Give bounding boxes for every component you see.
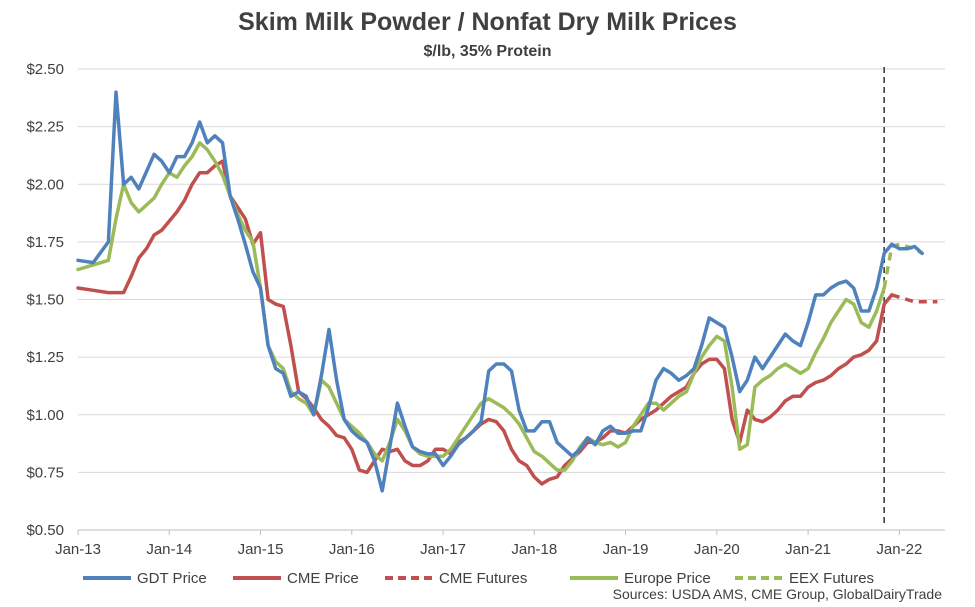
legend-label: Europe Price xyxy=(624,570,711,587)
x-tick-label: Jan-19 xyxy=(603,541,649,558)
chart-subtitle: $/lb, 35% Protein xyxy=(423,43,552,60)
y-tick-label: $2.25 xyxy=(26,119,64,136)
x-tick-label: Jan-16 xyxy=(329,541,375,558)
x-tick-label: Jan-21 xyxy=(785,541,831,558)
y-tick-label: $1.75 xyxy=(26,234,64,251)
x-tick-label: Jan-15 xyxy=(238,541,284,558)
legend-label: CME Price xyxy=(287,570,359,587)
y-tick-label: $1.25 xyxy=(26,349,64,366)
y-tick-label: $2.50 xyxy=(26,61,64,78)
chart-title: Skim Milk Powder / Nonfat Dry Milk Price… xyxy=(238,8,737,36)
y-tick-label: $1.00 xyxy=(26,407,64,424)
y-tick-label: $1.50 xyxy=(26,292,64,309)
x-tick-label: Jan-13 xyxy=(55,541,101,558)
series-line-gdt-price xyxy=(76,90,924,493)
legend-label: CME Futures xyxy=(439,570,527,587)
source-note: Sources: USDA AMS, CME Group, GlobalDair… xyxy=(612,586,942,602)
x-tick-label: Jan-20 xyxy=(694,541,740,558)
legend-label: GDT Price xyxy=(137,570,207,587)
x-tick-label: Jan-14 xyxy=(146,541,192,558)
series-line-cme-futures xyxy=(891,293,938,304)
series-line-cme-price xyxy=(76,159,894,486)
series-line-eex-futures xyxy=(882,242,924,289)
x-tick-label: Jan-22 xyxy=(876,541,922,558)
y-tick-label: $2.00 xyxy=(26,176,64,193)
y-tick-label: $0.50 xyxy=(26,522,64,539)
x-tick-label: Jan-18 xyxy=(511,541,557,558)
legend-label: EEX Futures xyxy=(789,570,874,587)
y-tick-label: $0.75 xyxy=(26,464,64,481)
x-tick-label: Jan-17 xyxy=(420,541,466,558)
